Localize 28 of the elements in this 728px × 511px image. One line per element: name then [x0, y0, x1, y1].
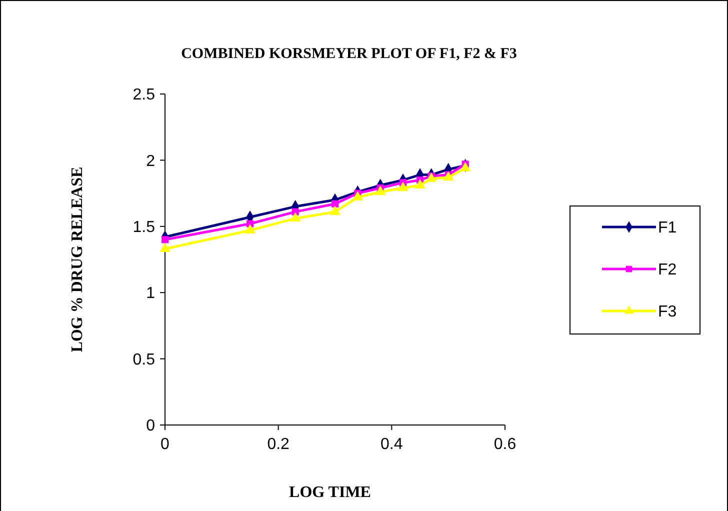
- y-axis-title: LOG % DRUG RELEASE: [69, 166, 86, 352]
- y-tick-label: 2: [146, 152, 156, 170]
- point: [414, 179, 426, 188]
- x-axis-title: LOG TIME: [289, 484, 371, 501]
- y-tick-label: 1: [146, 285, 156, 302]
- point: [244, 224, 256, 234]
- y-tick-label: 0: [146, 418, 156, 435]
- y-tick-label: 1.5: [132, 219, 156, 236]
- chart-title: COMBINED KORSMEYER PLOT OF F1, F2 & F3: [181, 46, 517, 62]
- point: [330, 206, 340, 215]
- legend-label: F2: [658, 262, 677, 279]
- point: [398, 182, 408, 192]
- point: [374, 186, 386, 196]
- point: [442, 171, 454, 181]
- point: [290, 212, 301, 222]
- legend-label: F1: [658, 220, 677, 237]
- y-tick-label: 2.5: [132, 86, 156, 104]
- point: [352, 191, 364, 200]
- point: [160, 242, 170, 252]
- x-tick-label: 0.2: [267, 436, 290, 453]
- legend-label: F3: [658, 304, 677, 321]
- x-tick-label: 0.6: [494, 436, 516, 453]
- x-tick-label: 0.4: [380, 436, 403, 453]
- point: [161, 236, 169, 244]
- point: [460, 162, 471, 172]
- point: [331, 200, 339, 208]
- x-tick-label: 0: [160, 436, 170, 453]
- y-tick-label: 0.5: [132, 351, 156, 368]
